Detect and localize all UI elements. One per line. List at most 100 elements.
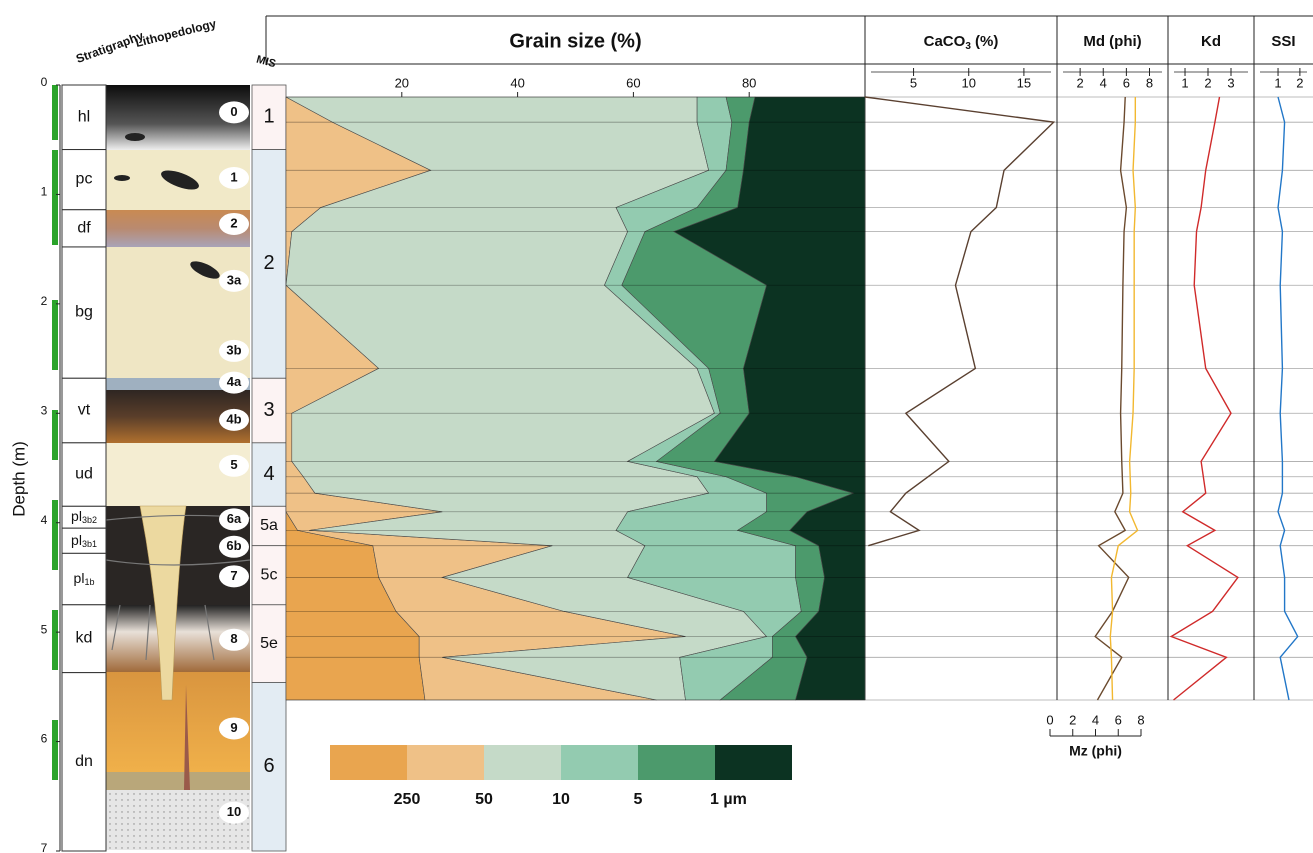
legend-swatch	[330, 745, 407, 780]
x-tick-label: 2	[1296, 75, 1303, 90]
x-tick-label: 10	[961, 75, 975, 90]
profile-line	[1171, 97, 1238, 700]
mis-label: 1	[263, 106, 274, 128]
unit-name: vt	[78, 402, 91, 419]
x-tick-label: 2	[1204, 75, 1211, 90]
y-tick-label: 1	[41, 185, 48, 199]
unit-label: hl	[78, 109, 90, 126]
x2-tick-label: 4	[1092, 712, 1099, 727]
legend-swatch	[638, 745, 715, 780]
unit-label: pc	[76, 171, 93, 188]
header: MIS	[255, 54, 277, 71]
unit-name: pl	[74, 570, 85, 586]
x2-axis-title: Mz (phi)	[1069, 743, 1122, 759]
legend-label: 250	[394, 791, 421, 808]
y-tick-label: 4	[41, 513, 48, 527]
depth-bars	[52, 85, 58, 780]
x2-tick-label: 2	[1069, 712, 1076, 727]
axis-title: Depth (m)	[9, 441, 28, 517]
legend-label: 10	[552, 791, 570, 808]
horizon-label: 8	[230, 631, 237, 646]
title-part: (%)	[971, 33, 999, 50]
unit-name: ud	[75, 466, 93, 483]
unit-name: hl	[78, 109, 90, 126]
mis-label: 2	[263, 252, 274, 274]
unit-name: pl	[71, 508, 82, 524]
unit-label: dn	[75, 753, 93, 770]
legend-swatch	[407, 745, 484, 780]
panel-title: Md (phi)	[1083, 33, 1141, 50]
unit-name: bg	[75, 304, 93, 321]
mis-label: 5a	[260, 517, 278, 534]
x-tick-label: 5	[910, 75, 917, 90]
x-tick-label: 3	[1227, 75, 1234, 90]
unit-name: dn	[75, 753, 93, 770]
horizon-label: 1	[230, 169, 237, 184]
y-tick-label: 5	[41, 622, 48, 636]
x-tick-label: 4	[1100, 75, 1107, 90]
unit-sub: 3b1	[82, 539, 97, 549]
mis-label: 4	[263, 463, 274, 485]
unit-label: kd	[76, 630, 93, 647]
panel-title: Grain size (%)	[509, 30, 641, 52]
legend-swatch	[715, 745, 792, 780]
profile-line	[1278, 97, 1298, 700]
figure: StratigraphyLithopedologyMISDepth (m)012…	[0, 0, 1313, 853]
unit-name: pc	[76, 171, 93, 188]
title-part: CaCO	[924, 33, 966, 50]
x-tick-label: 80	[742, 75, 756, 90]
x-tick-label: 6	[1123, 75, 1130, 90]
legend-swatch	[484, 745, 561, 780]
horizon-label: 0	[230, 104, 237, 119]
y-tick-label: 6	[41, 732, 48, 746]
legend-swatch	[561, 745, 638, 780]
x-tick-label: 40	[510, 75, 524, 90]
y-tick-label: 2	[41, 294, 48, 308]
horizon-label: 5	[230, 457, 237, 472]
unit-sub: 3b2	[82, 516, 97, 526]
unit-sub: 1b	[84, 577, 94, 587]
horizon-label: 2	[230, 215, 237, 230]
x-tick-label: 1	[1181, 75, 1188, 90]
profile-line	[865, 97, 1054, 546]
unit-label: bg	[75, 304, 93, 321]
unit-label: vt	[78, 402, 91, 419]
x2-tick-label: 0	[1046, 712, 1053, 727]
mis-label: 5e	[260, 635, 278, 652]
x-tick-label: 20	[395, 75, 409, 90]
legend-label: 50	[475, 791, 493, 808]
y-tick-label: 3	[41, 403, 48, 417]
panel-title: CaCO3 (%)	[924, 33, 999, 52]
unit-label: ud	[75, 466, 93, 483]
y-tick-label: 7	[41, 841, 48, 853]
x-tick-label: 60	[626, 75, 640, 90]
panel-title: SSI	[1271, 33, 1295, 50]
x-tick-label: 15	[1017, 75, 1031, 90]
x-tick-label: 1	[1274, 75, 1281, 90]
horizon-label: 4b	[226, 411, 241, 426]
mis-label: 5c	[261, 566, 278, 583]
unit-name: df	[77, 220, 91, 237]
header: Lithopedology	[134, 16, 218, 50]
unit-name: pl	[71, 531, 82, 547]
x-tick-label: 8	[1146, 75, 1153, 90]
mis-label: 6	[263, 755, 274, 777]
legend-label: 1 µm	[710, 791, 747, 808]
mis-label: 3	[263, 399, 274, 421]
x2-tick-label: 6	[1115, 712, 1122, 727]
horizon-label: 9	[230, 720, 237, 735]
unit-name: kd	[76, 630, 93, 647]
panel-title: Kd	[1201, 33, 1221, 50]
header: Stratigraphy	[74, 28, 146, 65]
horizon-label: 3b	[226, 342, 241, 357]
horizon-label: 4a	[227, 374, 242, 389]
legend-label: 5	[634, 791, 643, 808]
horizon-label: 3a	[227, 272, 242, 287]
horizon-label: 10	[227, 804, 241, 819]
unit-label: df	[77, 220, 91, 237]
horizon-label: 6a	[227, 511, 242, 526]
x2-tick-label: 8	[1137, 712, 1144, 727]
y-tick-label: 0	[41, 75, 48, 89]
horizon-label: 7	[230, 568, 237, 583]
x-tick-label: 2	[1077, 75, 1084, 90]
